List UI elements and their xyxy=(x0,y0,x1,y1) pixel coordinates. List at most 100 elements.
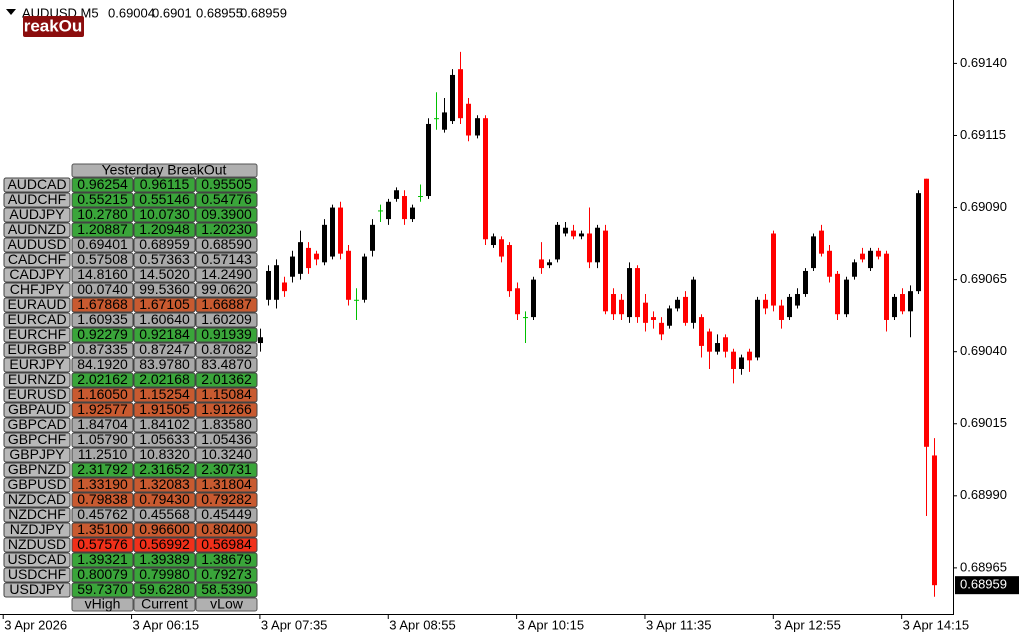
candle-body xyxy=(779,305,784,320)
value-cell xyxy=(195,267,258,283)
value-cell xyxy=(195,327,258,343)
symbol-label: EURCAD xyxy=(7,311,66,327)
ohlc-open: 0.69004 xyxy=(108,5,155,20)
candle-body xyxy=(274,265,279,300)
column-footer-box xyxy=(133,597,196,612)
value-cell xyxy=(195,297,258,313)
symbol-label: CADCHF xyxy=(8,251,66,267)
value-label: 0.92279 xyxy=(77,326,128,342)
value-label: 0.79282 xyxy=(201,491,252,507)
symbol-cell xyxy=(3,267,71,283)
x-tick-label: 3 Apr 10:15 xyxy=(518,617,585,632)
value-cell xyxy=(133,402,196,418)
menu-arrow[interactable] xyxy=(6,9,16,15)
x-tick-label: 3 Apr 11:35 xyxy=(646,617,712,632)
column-footer: vHigh xyxy=(85,596,121,612)
value-label: 1.67105 xyxy=(139,296,190,312)
value-label: 0.79838 xyxy=(77,491,128,507)
candle-body xyxy=(611,294,616,315)
symbol-label: AUDJPY xyxy=(9,206,65,222)
value-cell xyxy=(133,327,196,343)
symbol-cell xyxy=(3,567,71,583)
value-cell xyxy=(195,567,258,583)
value-cell xyxy=(71,327,134,343)
value-cell xyxy=(195,252,258,268)
symbol-cell xyxy=(3,387,71,403)
candle-body xyxy=(298,242,303,274)
value-label: 1.67868 xyxy=(77,296,128,312)
symbol-cell xyxy=(3,537,71,553)
ohlc-high: 0.6901 xyxy=(152,5,192,20)
value-cell xyxy=(133,462,196,478)
candle-body xyxy=(619,299,624,315)
candle-body xyxy=(595,227,600,263)
candle-body xyxy=(483,118,488,240)
candle-body xyxy=(603,230,608,312)
value-cell xyxy=(71,267,134,283)
value-label: 1.84704 xyxy=(77,416,128,432)
value-cell xyxy=(195,582,258,598)
value-cell xyxy=(195,462,258,478)
value-cell xyxy=(71,507,134,523)
value-label: 59.7370 xyxy=(77,581,128,597)
value-label: 1.05633 xyxy=(139,431,190,447)
value-cell xyxy=(133,417,196,433)
value-label: 0.54776 xyxy=(201,191,252,207)
x-tick-label: 3 Apr 14:15 xyxy=(903,617,970,632)
value-label: 0.57576 xyxy=(77,536,128,552)
value-label: 10.0730 xyxy=(139,206,190,222)
symbol-cell xyxy=(3,582,71,598)
symbol-label: GBPCHF xyxy=(8,431,66,447)
value-cell xyxy=(71,432,134,448)
candle-body xyxy=(739,357,744,369)
candle-body xyxy=(860,253,865,260)
candle-body xyxy=(523,317,528,319)
value-label: 1.91266 xyxy=(201,401,252,417)
value-cell xyxy=(195,357,258,373)
symbol-cell xyxy=(3,207,71,223)
symbol-label: USDCHF xyxy=(8,566,66,582)
candle-body xyxy=(683,296,688,323)
value-label: 1.39389 xyxy=(139,551,190,567)
y-tick-label: 0.69040 xyxy=(960,343,1007,358)
candle-body xyxy=(563,227,568,234)
symbol-cell xyxy=(3,252,71,268)
symbol-label: EURAUD xyxy=(7,296,66,312)
ohlc-close: 0.68959 xyxy=(240,5,287,20)
table-title: Yesterday BreakOut xyxy=(102,162,227,178)
value-cell xyxy=(133,552,196,568)
value-label: 1.20887 xyxy=(77,221,128,237)
y-tick-label: 0.69065 xyxy=(960,271,1007,286)
value-label: 99.5360 xyxy=(139,281,190,297)
value-cell xyxy=(133,507,196,523)
candle-body xyxy=(531,279,536,318)
value-cell xyxy=(71,567,134,583)
value-cell xyxy=(133,177,196,193)
value-cell xyxy=(133,342,196,358)
candle-body xyxy=(587,233,592,263)
value-label: 84.1920 xyxy=(77,356,128,372)
value-label: 1.84102 xyxy=(139,416,190,432)
candle-body xyxy=(475,118,480,136)
x-tick-label: 3 Apr 06:15 xyxy=(133,617,200,632)
candle-body xyxy=(314,253,319,260)
value-cell xyxy=(133,432,196,448)
candle-body xyxy=(539,259,544,269)
value-label: 1.91505 xyxy=(139,401,190,417)
candle-body xyxy=(771,233,776,306)
symbol-cell xyxy=(3,282,71,298)
logo-box xyxy=(23,16,84,37)
value-cell xyxy=(133,582,196,598)
symbol-label: EURUSD xyxy=(7,386,66,402)
x-tick-label: 3 Apr 08:55 xyxy=(389,617,456,632)
y-tick-label: 0.68965 xyxy=(960,559,1007,574)
candle-body xyxy=(571,230,576,237)
candle-body xyxy=(442,112,447,130)
value-label: 0.79430 xyxy=(139,491,190,507)
candle-body xyxy=(924,178,929,447)
candle-body xyxy=(659,322,664,335)
value-cell xyxy=(133,522,196,538)
value-cell xyxy=(133,312,196,328)
value-label: 0.55146 xyxy=(139,191,190,207)
candle-body xyxy=(282,282,287,292)
